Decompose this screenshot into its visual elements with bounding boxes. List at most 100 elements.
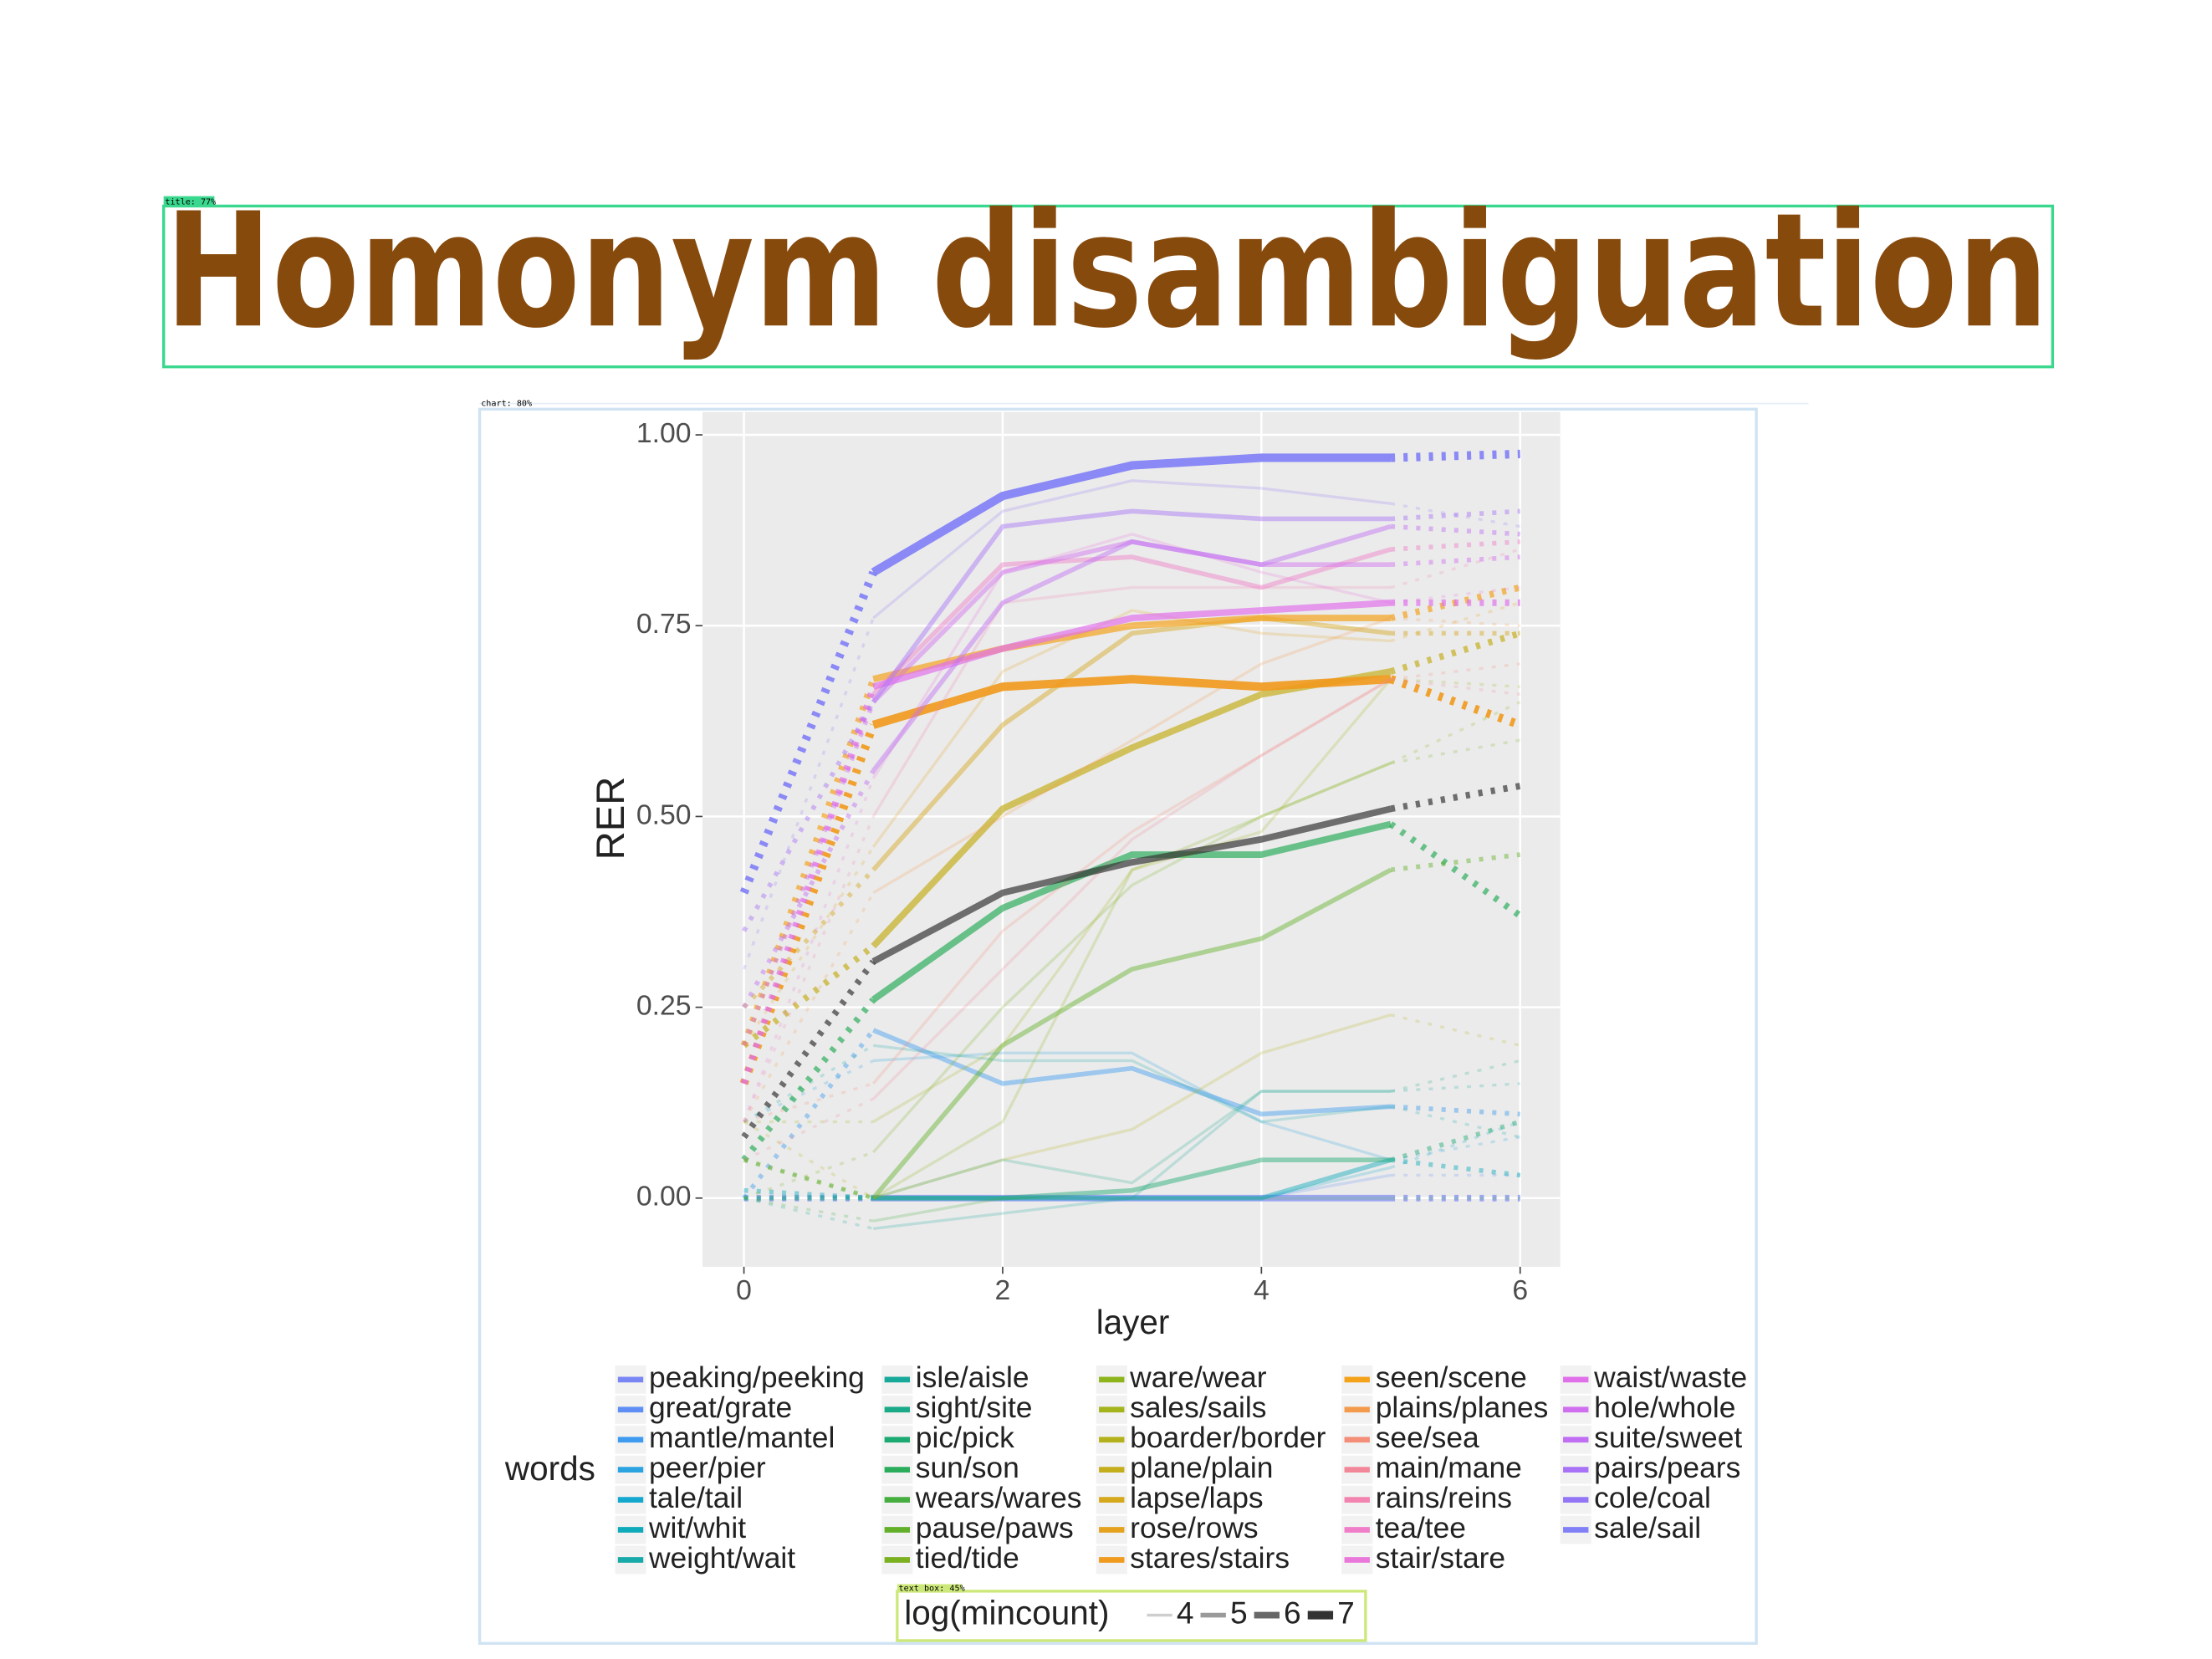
legend-label: waist/waste bbox=[1593, 1360, 1747, 1394]
legend-label: wears/wares bbox=[915, 1481, 1082, 1514]
legend-label: sun/son bbox=[916, 1451, 1019, 1484]
series-line bbox=[871, 547, 1392, 697]
series-line bbox=[873, 1157, 1392, 1201]
detection-box bbox=[161, 204, 2055, 369]
detection-label: chart: 80% bbox=[481, 400, 532, 409]
series-line bbox=[1390, 523, 1520, 537]
detection-tag bbox=[897, 1584, 963, 1593]
series-line bbox=[1390, 601, 1521, 643]
series-line bbox=[872, 479, 1392, 620]
series-line bbox=[872, 761, 1392, 1200]
y-tick-label: 1.00 bbox=[636, 417, 692, 449]
series-line bbox=[871, 585, 1392, 818]
series-line bbox=[871, 675, 1392, 729]
series-line bbox=[742, 778, 875, 1123]
series-line bbox=[871, 761, 1392, 1154]
series-line bbox=[743, 1197, 874, 1230]
series-line bbox=[872, 1028, 1392, 1117]
legend-label: hole/whole bbox=[1594, 1391, 1735, 1424]
series-line bbox=[871, 532, 1392, 779]
legend-label: boarder/border bbox=[1130, 1421, 1326, 1454]
series-line bbox=[1390, 662, 1520, 681]
series-line bbox=[1390, 1105, 1521, 1139]
legend-label: plane/plain bbox=[1130, 1451, 1273, 1484]
series-line bbox=[871, 453, 1392, 576]
series-line bbox=[872, 678, 1392, 1123]
chart-frame bbox=[478, 407, 1758, 1646]
series-line bbox=[743, 1197, 874, 1223]
series-line bbox=[872, 616, 1392, 895]
y-tick-label: 0.00 bbox=[636, 1181, 692, 1212]
x-tick-label: 2 bbox=[995, 1274, 1011, 1306]
legend-label: stares/stairs bbox=[1130, 1541, 1290, 1575]
legend-label: ware/wear bbox=[1129, 1360, 1267, 1394]
series-line bbox=[743, 815, 875, 1123]
slide-title: Homonym disambiguation bbox=[165, 179, 2048, 363]
series-line bbox=[873, 1173, 1392, 1200]
series-line bbox=[743, 1158, 874, 1200]
size-legend-label: 5 bbox=[1230, 1595, 1248, 1630]
legend-label: sale/sail bbox=[1594, 1511, 1701, 1544]
series-line bbox=[1390, 616, 1520, 627]
series-line bbox=[873, 1166, 1392, 1200]
series-line bbox=[741, 959, 876, 1140]
legend-label: peer/pier bbox=[649, 1451, 766, 1484]
series-line bbox=[872, 1197, 1392, 1223]
series-line bbox=[871, 677, 1392, 1085]
series-line bbox=[1390, 554, 1520, 568]
detection-label: title: 77% bbox=[165, 197, 216, 207]
detection-tag bbox=[163, 196, 215, 207]
series-line bbox=[871, 820, 1392, 1003]
series-line bbox=[743, 1157, 875, 1201]
series-line bbox=[872, 1013, 1392, 1200]
series-line bbox=[872, 677, 1392, 1100]
series-line bbox=[1390, 738, 1521, 765]
series-line bbox=[1390, 508, 1520, 522]
legend-label: pairs/pears bbox=[1594, 1451, 1740, 1484]
legend-label: wit/whit bbox=[648, 1511, 746, 1544]
legend-label: peaking/peeking bbox=[649, 1360, 865, 1394]
series-line bbox=[743, 1158, 874, 1200]
legend-label: rains/reins bbox=[1376, 1481, 1512, 1514]
series-line bbox=[871, 867, 1392, 1200]
series-line bbox=[873, 1157, 1392, 1201]
series-line bbox=[871, 508, 1392, 704]
legend-label: seen/scene bbox=[1376, 1360, 1527, 1394]
detection-box bbox=[896, 1590, 1367, 1642]
series-line bbox=[1390, 783, 1521, 813]
legend-label: pic/pick bbox=[916, 1421, 1014, 1454]
series-line bbox=[743, 1082, 874, 1124]
legend-label: sight/site bbox=[916, 1391, 1033, 1424]
series-line bbox=[871, 609, 1392, 848]
series-line bbox=[1390, 1120, 1521, 1169]
x-tick-label: 4 bbox=[1254, 1274, 1269, 1306]
series-line bbox=[1388, 821, 1522, 919]
legend-label: stair/stare bbox=[1376, 1541, 1505, 1575]
legend-label: isle/aisle bbox=[916, 1360, 1029, 1394]
series-line bbox=[871, 805, 1392, 965]
legend-label: mantle/mantel bbox=[649, 1421, 835, 1454]
series-line bbox=[743, 846, 875, 1047]
series-line bbox=[1390, 677, 1520, 688]
series-line bbox=[872, 599, 1392, 691]
series-line bbox=[740, 677, 876, 1047]
series-line bbox=[871, 615, 1392, 872]
series-line bbox=[1390, 1082, 1520, 1093]
series-line bbox=[1390, 539, 1520, 552]
series-line bbox=[1390, 1013, 1521, 1047]
legend-title: words bbox=[504, 1449, 595, 1488]
x-tick-label: 6 bbox=[1512, 1274, 1528, 1306]
series-line bbox=[1390, 1157, 1521, 1178]
series-line bbox=[873, 1051, 1392, 1161]
series-line bbox=[871, 523, 1392, 773]
series-line bbox=[743, 891, 875, 1123]
series-line bbox=[1390, 1119, 1521, 1162]
series-line bbox=[1390, 548, 1521, 590]
x-tick-label: 0 bbox=[736, 1274, 752, 1306]
series-line bbox=[742, 701, 876, 932]
size-legend-label: 4 bbox=[1177, 1595, 1194, 1630]
legend-label: great/grate bbox=[649, 1391, 792, 1424]
series-line bbox=[873, 1090, 1392, 1230]
